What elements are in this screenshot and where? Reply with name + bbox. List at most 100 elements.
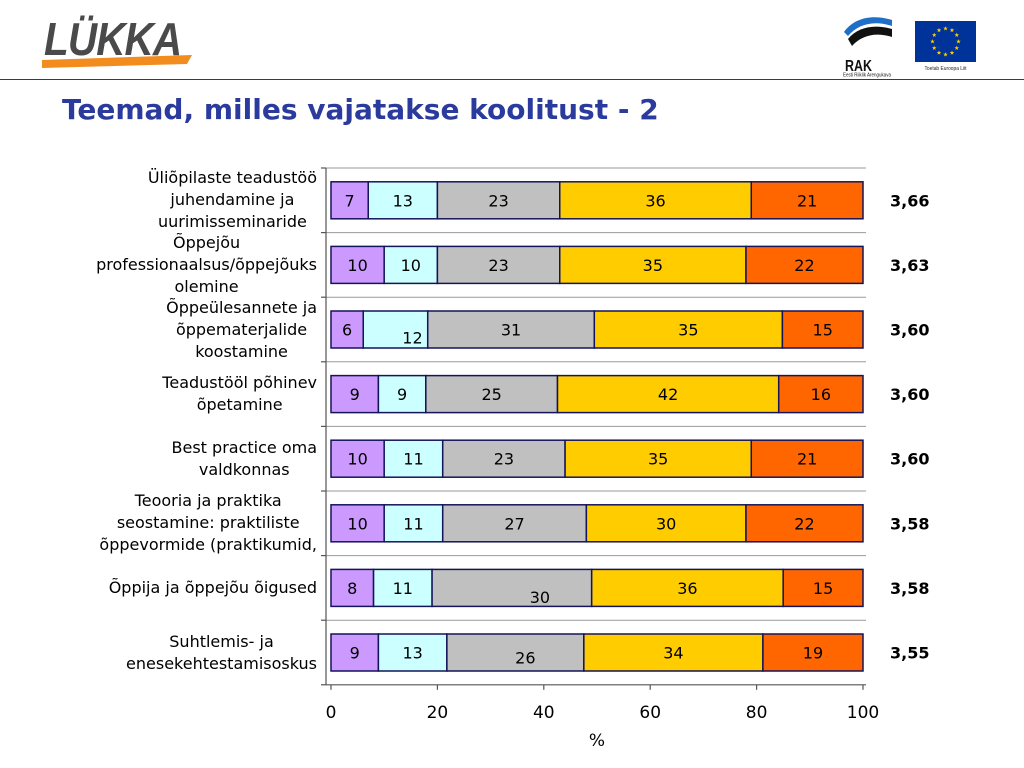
data-label: 15 xyxy=(813,321,833,340)
bar-segment xyxy=(441,504,588,543)
bar-segment xyxy=(426,310,596,349)
eu-caption: Toetab Euroopa Liit xyxy=(925,66,968,72)
lukka-swoosh-icon xyxy=(42,55,192,68)
data-label: 10 xyxy=(347,450,367,469)
bar-row: 6 12 31 35 15 3,60 xyxy=(330,310,929,349)
data-label: 35 xyxy=(643,256,663,275)
rak-logo-text: RAK xyxy=(845,58,872,75)
x-tick-label: 40 xyxy=(533,703,555,723)
data-label: 26 xyxy=(515,649,535,668)
category-label: Teooria ja praktika seostamine: praktili… xyxy=(99,491,317,555)
bar-segment xyxy=(564,439,753,478)
data-label: 10 xyxy=(347,514,367,533)
bar-segment xyxy=(556,374,780,414)
x-tick-label: 80 xyxy=(746,703,768,723)
slide-title: Teemad, milles vajatakse koolitust - 2 xyxy=(62,93,659,126)
data-label: 13 xyxy=(402,644,422,663)
data-label: 10 xyxy=(347,256,367,275)
data-label: 7 xyxy=(345,191,355,210)
average-label: 3,60 xyxy=(890,385,929,404)
data-label: 13 xyxy=(393,191,413,210)
rak-swoosh-dark-icon xyxy=(848,26,892,46)
category-label: Üliõpilaste teadustöö juhendamine ja uur… xyxy=(147,168,317,232)
bar-segment xyxy=(762,633,864,672)
bar-segment xyxy=(383,245,439,285)
data-label: 9 xyxy=(397,385,407,404)
bars: 7 13 23 36 21 3,66 10 10 23 35 22 3,63 6 12 31 35 15 3,60… xyxy=(330,181,929,672)
bar-segment xyxy=(777,374,864,414)
data-label: 19 xyxy=(803,644,823,663)
category-label: Best practice oma valdkonnas xyxy=(171,437,317,479)
bar-segment xyxy=(330,374,380,414)
bar-segment xyxy=(781,310,864,349)
category-label: Teadustööl põhinev õpetamine xyxy=(162,373,317,415)
average-label: 3,58 xyxy=(890,514,929,533)
bar-segment xyxy=(593,310,784,349)
average-label: 3,63 xyxy=(890,256,929,275)
data-label: 15 xyxy=(813,579,833,598)
bar-segment xyxy=(367,181,439,220)
bar-segment xyxy=(383,439,444,478)
eu-stars-icon xyxy=(930,26,961,57)
data-label: 11 xyxy=(403,514,423,533)
bar-segment xyxy=(330,504,385,543)
rak-swoosh-icon xyxy=(844,17,892,36)
bar-row: 9 9 25 42 16 3,60 xyxy=(330,374,929,414)
data-label: 9 xyxy=(350,644,360,663)
data-label: 23 xyxy=(494,450,514,469)
data-label: 6 xyxy=(342,321,352,340)
data-label: 10 xyxy=(401,256,421,275)
bar-segment xyxy=(745,245,864,285)
average-label: 3,60 xyxy=(890,321,929,340)
data-label: 30 xyxy=(530,588,550,607)
bar-segment xyxy=(782,568,864,608)
data-label: 34 xyxy=(663,644,683,663)
bar-segment xyxy=(585,504,747,543)
rak-logo: RAK Eesti Riiklik Arengukava xyxy=(843,17,892,79)
bar-row: 9 13 26 34 19 3,55 xyxy=(330,633,929,672)
bar-segment xyxy=(750,439,864,478)
data-label: 42 xyxy=(658,385,678,404)
average-label: 3,55 xyxy=(890,644,929,663)
axes: 0 20 40 60 80 100% xyxy=(321,167,879,751)
bar-segment xyxy=(436,245,561,285)
data-label: 11 xyxy=(403,450,423,469)
rak-logo-subtext: Eesti Riiklik Arengukava xyxy=(843,73,891,79)
x-tick-label: 20 xyxy=(427,703,449,723)
bar-row: 10 10 23 35 22 3,63 xyxy=(330,245,929,285)
bar-segment xyxy=(330,439,385,478)
x-tick-label: 100 xyxy=(847,703,879,723)
x-axis-label: % xyxy=(589,731,605,751)
data-label: 31 xyxy=(501,321,521,340)
data-label: 12 xyxy=(402,329,422,348)
data-label: 23 xyxy=(488,191,508,210)
data-label: 22 xyxy=(794,256,814,275)
data-label: 8 xyxy=(347,579,357,598)
data-label: 35 xyxy=(678,321,698,340)
x-tick-label: 60 xyxy=(639,703,661,723)
data-label: 36 xyxy=(645,191,665,210)
bar-segment xyxy=(559,181,753,220)
bar-segment xyxy=(745,504,864,543)
data-label: 35 xyxy=(648,450,668,469)
category-label: Õppija ja õppejõu õigused xyxy=(108,577,317,597)
data-label: 22 xyxy=(794,514,814,533)
bar-segment xyxy=(441,439,566,478)
data-label: 25 xyxy=(481,385,501,404)
x-tick-label: 0 xyxy=(326,703,337,723)
bar-segment xyxy=(330,245,385,285)
data-label: 11 xyxy=(393,579,413,598)
bar-segment xyxy=(750,181,864,220)
eu-flag-logo: Toetab Euroopa Liit xyxy=(915,21,976,72)
bar-segment xyxy=(362,310,429,349)
lukka-logo-text: LÜKKA xyxy=(44,13,182,65)
category-label: Suhtlemis- ja enesekehtestamisoskus xyxy=(126,631,317,673)
data-label: 9 xyxy=(350,385,360,404)
data-label: 30 xyxy=(656,514,676,533)
average-label: 3,58 xyxy=(890,579,929,598)
header-divider xyxy=(0,79,1024,80)
bar-row: 10 11 27 30 22 3,58 xyxy=(330,504,929,543)
